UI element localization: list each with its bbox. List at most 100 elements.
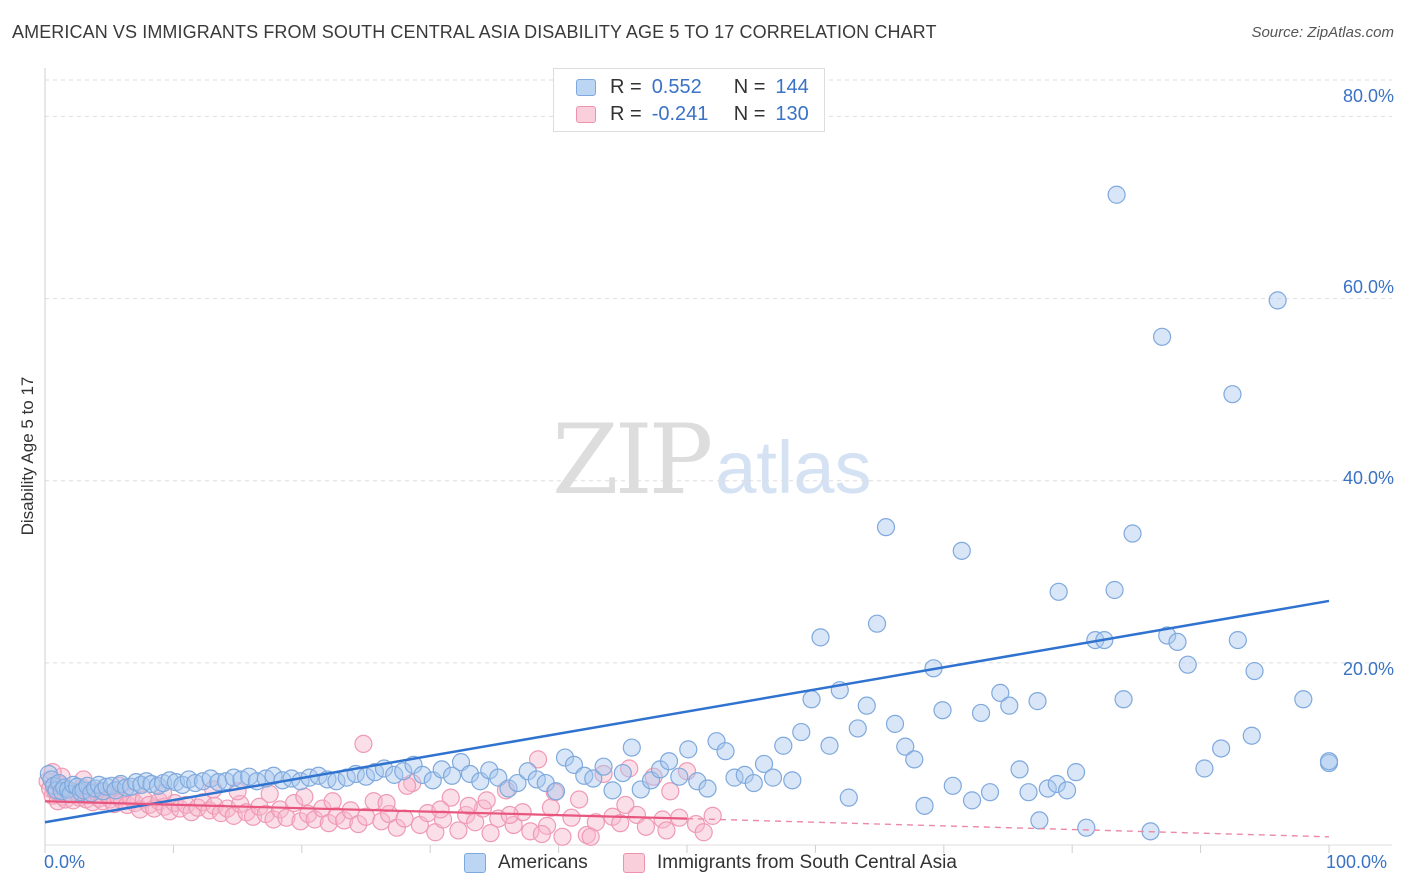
americans-point	[1114, 690, 1133, 709]
americans-point	[876, 518, 896, 537]
watermark-atlas: atlas	[715, 426, 872, 509]
immigrants-point	[504, 815, 523, 835]
americans-point	[385, 765, 404, 784]
americans-point	[1049, 582, 1068, 601]
immigrants-point	[397, 776, 417, 795]
correlation-legend: R = 0.552 N = 144 R = -0.241 N = 130	[553, 68, 825, 132]
immigrants-point	[528, 750, 548, 769]
legend-r-value: -0.241	[651, 102, 709, 125]
americans-point	[867, 614, 887, 633]
immigrants-point	[481, 824, 500, 843]
legend-swatch-americans	[576, 78, 596, 96]
americans-point	[1077, 818, 1096, 837]
americans-point	[707, 732, 726, 751]
y-tick-label: 60.0%	[1342, 277, 1394, 297]
americans-point	[1066, 763, 1086, 782]
points-layer	[38, 185, 1339, 846]
americans-point	[413, 765, 432, 784]
chart-title: AMERICAN VS IMMIGRANTS FROM SOUTH CENTRA…	[12, 22, 937, 42]
americans-point	[527, 770, 546, 789]
americans-point	[499, 779, 518, 798]
americans-point	[885, 714, 905, 733]
americans-point	[763, 768, 783, 787]
americans-point	[460, 764, 480, 784]
immigrants-point	[372, 812, 391, 831]
americans-point	[1057, 781, 1077, 800]
americans-point	[97, 777, 116, 796]
americans-point	[943, 776, 962, 795]
americans-point	[224, 768, 243, 787]
series-legend-label: Immigrants from South Central Asia	[657, 852, 957, 873]
americans-point	[116, 778, 135, 797]
watermark-zip: ZIP	[552, 404, 713, 516]
legend-row-americans: R = 0.552 N = 144	[576, 74, 809, 100]
americans-point	[1152, 327, 1172, 346]
x-tick-label: 100.0%	[1326, 852, 1388, 872]
legend-n-value: 144	[775, 75, 809, 98]
watermark: ZIPatlas	[552, 404, 872, 516]
immigrants-trend-line	[44, 800, 688, 820]
americans-point	[754, 754, 774, 774]
immigrants-point	[431, 800, 450, 819]
americans-point	[744, 773, 763, 793]
americans-point	[774, 736, 793, 755]
legend-n-label: N =	[733, 75, 766, 98]
americans-point	[1195, 759, 1214, 778]
americans-point	[1047, 774, 1066, 794]
legend-r-value: 0.552	[651, 75, 702, 98]
immigrants-point	[335, 811, 354, 830]
immigrants-point	[319, 814, 338, 833]
americans-point	[442, 766, 462, 785]
immigrants-point	[541, 798, 560, 817]
americans-point	[1212, 739, 1231, 758]
americans-point	[1178, 655, 1197, 674]
americans-point	[631, 780, 650, 799]
immigrants-point	[377, 794, 396, 813]
americans-point	[394, 762, 413, 781]
americans-point	[962, 791, 982, 810]
americans-point	[839, 788, 858, 807]
x-tick-label: 0.0%	[44, 852, 86, 872]
americans-point	[432, 760, 451, 779]
americans-point	[991, 683, 1010, 703]
immigrants-point	[694, 823, 713, 842]
americans-point	[848, 719, 867, 738]
americans-point	[1268, 291, 1287, 310]
immigrants-point	[521, 822, 540, 841]
immigrants-trend-extension	[686, 817, 1330, 838]
legend-n-label: N =	[733, 102, 766, 125]
americans-point	[698, 779, 717, 798]
americans-point	[1019, 783, 1038, 802]
source-credit: Source: ZipAtlas.com	[1251, 24, 1394, 41]
americans-point	[1105, 580, 1124, 600]
series-legend-label: Americans	[498, 852, 588, 873]
americans-point	[1123, 524, 1142, 543]
immigrants-point	[581, 827, 600, 846]
americans-point	[1319, 752, 1339, 771]
americans-point	[1038, 779, 1057, 798]
americans-point	[1030, 811, 1049, 830]
americans-point	[264, 766, 283, 785]
americans-point	[716, 742, 735, 761]
americans-point	[356, 767, 376, 786]
immigrants-point	[657, 821, 676, 840]
americans-point	[670, 767, 689, 786]
americans-point	[1158, 626, 1177, 645]
americans-point	[1000, 696, 1019, 715]
americans-point	[980, 783, 1000, 802]
immigrants-point	[323, 792, 342, 811]
series-swatch-americans	[464, 853, 486, 873]
immigrants-point	[260, 784, 279, 804]
americans-point	[820, 736, 839, 755]
americans-point	[1168, 632, 1187, 652]
immigrants-point	[441, 788, 460, 807]
series-legend-immigrants: Immigrants from South Central Asia	[623, 852, 957, 874]
americans-point	[811, 628, 830, 647]
series-legend-americans: Americans	[464, 852, 588, 874]
americans-point	[688, 772, 707, 791]
americans-point	[679, 740, 698, 759]
americans-point	[857, 696, 876, 715]
series-swatch-immigrants	[623, 853, 645, 873]
legend-swatch-immigrants	[576, 105, 596, 123]
immigrants-point	[703, 806, 722, 825]
